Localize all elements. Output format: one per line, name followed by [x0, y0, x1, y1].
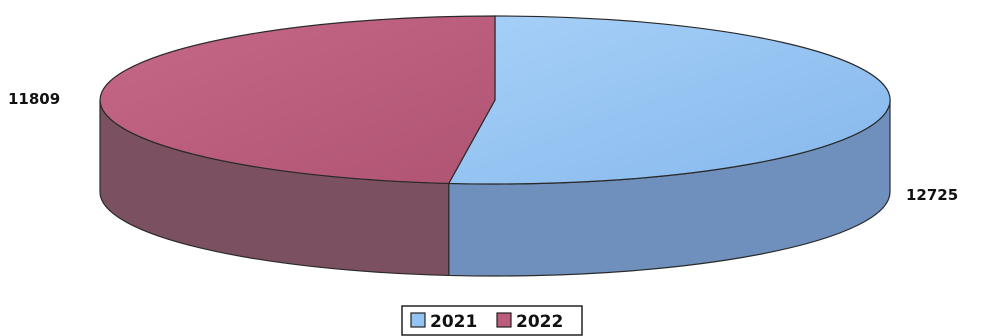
- legend-swatch-2021: [410, 312, 426, 328]
- data-label-2021: 12725: [906, 186, 958, 204]
- legend-label-2022: 2022: [516, 312, 563, 332]
- pie-slice-2021: [447, 15, 891, 185]
- legend-swatch-2022: [496, 312, 512, 328]
- legend-label-2021: 2021: [430, 312, 477, 332]
- pie-slice-2022: [99, 15, 496, 185]
- legend-border: [401, 305, 583, 336]
- pie-tops: [99, 15, 891, 185]
- legend: 2021 2022: [401, 305, 583, 336]
- data-label-2022: 11809: [8, 90, 60, 108]
